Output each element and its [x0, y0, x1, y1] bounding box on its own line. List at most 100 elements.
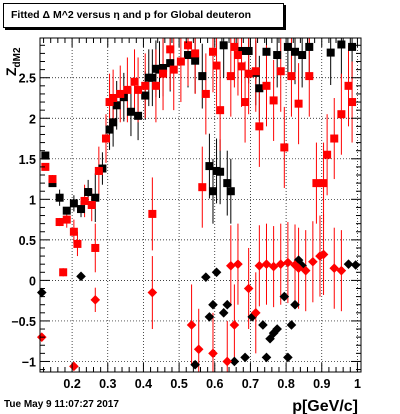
- red-square-marker: [134, 85, 143, 94]
- red-diamond-marker: [186, 320, 197, 330]
- red-square-marker: [348, 98, 357, 107]
- red-square-marker: [151, 81, 160, 90]
- red-diamond-marker: [315, 251, 325, 261]
- x-tick-label: 0.6: [206, 377, 223, 391]
- red-diamond-marker: [226, 261, 236, 271]
- red-diamond-marker: [147, 287, 158, 298]
- red-diamond-marker: [229, 320, 240, 330]
- red-diamond-marker: [222, 356, 233, 367]
- red-square-marker: [176, 57, 185, 66]
- black-diamond-marker: [222, 299, 233, 310]
- red-square-marker: [116, 89, 125, 98]
- red-square-marker: [241, 98, 250, 107]
- black-square-marker: [337, 40, 346, 49]
- x-axis-title: p[GeV/c]: [292, 398, 358, 414]
- black-diamond-marker: [240, 352, 250, 363]
- black-diamond-marker: [201, 272, 211, 282]
- black-square-marker: [91, 193, 100, 202]
- black-square-marker: [223, 179, 232, 188]
- black-square-marker: [305, 42, 314, 51]
- black-square-marker: [141, 91, 150, 100]
- red-square-marker: [269, 96, 278, 105]
- red-square-marker: [130, 77, 139, 86]
- black-square-marker: [198, 72, 207, 81]
- red-square-marker: [319, 179, 328, 188]
- black-square-marker: [55, 193, 64, 202]
- red-diamond-marker: [243, 283, 254, 294]
- red-square-marker: [198, 183, 207, 192]
- red-square-marker: [276, 67, 285, 76]
- red-square-marker: [59, 268, 68, 277]
- black-square-marker: [84, 188, 93, 197]
- black-square-marker: [62, 206, 71, 215]
- red-square-marker: [105, 98, 114, 107]
- black-diamond-marker: [290, 299, 300, 310]
- x-tick-label: 0.8: [277, 377, 294, 391]
- red-square-marker: [287, 72, 296, 81]
- black-square-marker: [159, 63, 168, 72]
- red-square-marker: [91, 243, 100, 252]
- red-square-marker: [94, 166, 103, 175]
- red-square-marker: [244, 69, 253, 78]
- black-square-marker: [41, 151, 50, 160]
- red-square-marker: [184, 41, 193, 50]
- red-square-marker: [323, 150, 332, 159]
- black-square-marker: [298, 51, 307, 60]
- red-square-marker: [87, 201, 96, 209]
- black-diamond-marker: [76, 271, 86, 282]
- black-square-marker: [226, 187, 235, 196]
- axis-ticks: 0.2 0.3 0.4 0.5 0.6 0.7 0.8 0.9 1 −1 −0.5 0 0.5 1 1.5 2…: [11, 38, 361, 391]
- red-square-marker: [255, 122, 264, 131]
- red-square-marker: [141, 81, 150, 90]
- black-square-marker: [326, 48, 335, 57]
- red-square-marker: [216, 106, 225, 115]
- red-diamond-marker: [293, 263, 304, 274]
- x-tick-label: 0.3: [99, 377, 116, 391]
- black-square-marker: [166, 59, 175, 68]
- black-square-marker: [48, 179, 57, 188]
- red-square-marker: [233, 51, 242, 60]
- red-square-marker: [212, 61, 221, 70]
- red-square-marker: [159, 69, 168, 78]
- red-square-marker: [48, 175, 57, 184]
- x-tick-label: 0.2: [63, 377, 80, 391]
- red-diamond-marker: [268, 261, 279, 272]
- black-square-marker: [126, 107, 135, 116]
- timestamp: Tue May 9 11:07:27 2017: [4, 399, 119, 410]
- red-square-marker: [123, 85, 132, 94]
- y-tick-label: 2: [29, 112, 36, 126]
- red-square-marker: [230, 42, 239, 51]
- black-square-marker: [237, 46, 246, 55]
- data-markers: [36, 40, 361, 372]
- black-diamond-marker: [350, 260, 361, 270]
- red-square-marker: [101, 134, 110, 143]
- y-tick-label: −1: [22, 355, 36, 369]
- y-tick-label: 0: [29, 274, 36, 288]
- red-diamond-marker: [250, 308, 261, 318]
- black-square-marker: [112, 101, 121, 110]
- red-square-marker: [73, 239, 82, 248]
- black-square-marker: [219, 41, 228, 50]
- red-diamond-marker: [308, 256, 318, 267]
- black-diamond-marker: [208, 299, 218, 310]
- black-square-marker: [244, 46, 253, 55]
- x-tick-label: 0.9: [313, 377, 330, 391]
- red-square-marker: [237, 62, 246, 71]
- black-square-marker: [273, 51, 282, 60]
- black-square-marker: [191, 56, 200, 65]
- y-tick-label: 2.5: [19, 72, 36, 86]
- red-square-marker: [41, 162, 50, 171]
- black-square-marker: [109, 118, 118, 127]
- black-square-marker: [262, 47, 271, 56]
- red-square-marker: [191, 49, 200, 58]
- red-diamond-marker: [329, 263, 340, 274]
- y-tick-label: 1: [29, 193, 36, 207]
- red-square-marker: [169, 65, 178, 74]
- black-square-marker: [205, 162, 214, 171]
- red-diamond-marker: [69, 361, 79, 372]
- black-diamond-marker: [283, 352, 293, 363]
- red-square-marker: [305, 72, 314, 81]
- black-diamond-marker: [247, 312, 258, 322]
- black-diamond-marker: [229, 356, 240, 367]
- red-square-marker: [312, 179, 321, 188]
